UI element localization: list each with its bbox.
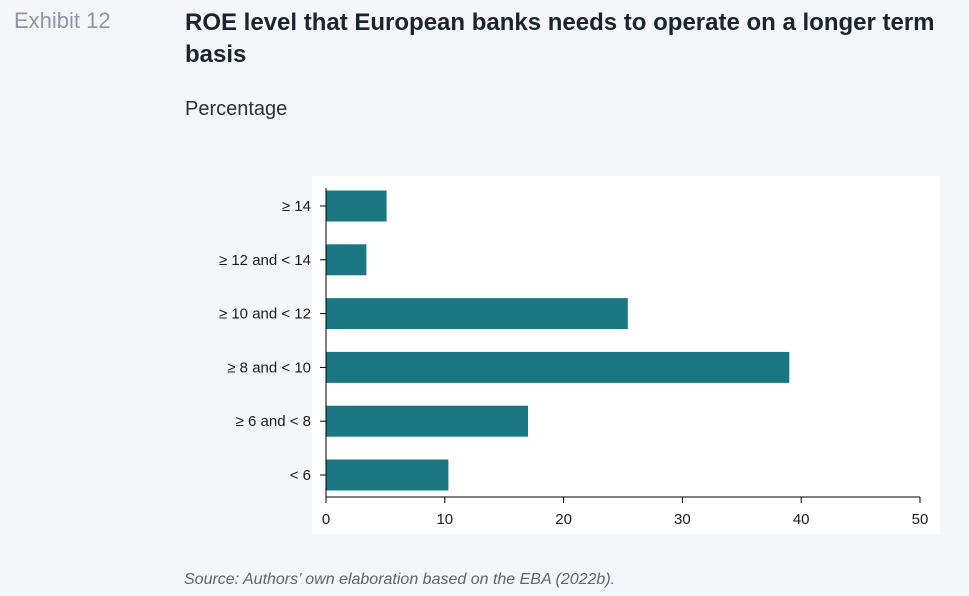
chart-subtitle: Percentage [185,98,288,120]
x-tick-label-5: 50 [912,511,929,528]
bar-0 [326,190,387,222]
y-tick-label-0: ≥ 14 [282,198,311,215]
bars-group [326,190,790,491]
x-tick-label-1: 10 [436,511,453,528]
x-tick-label-2: 20 [555,511,572,528]
x-tick-label-4: 40 [793,511,810,528]
y-tick-label-2: ≥ 10 and < 12 [219,306,311,323]
exhibit-label: Exhibit 12 [14,8,111,33]
bar-2 [326,298,628,330]
x-axis-labels: 0 10 20 30 40 50 [322,511,929,528]
chart-title: ROE level that European banks needs to o… [185,9,935,68]
y-tick-label-3: ≥ 8 and < 10 [227,359,311,376]
y-tick-label-4: ≥ 6 and < 8 [236,413,311,430]
bar-1 [326,244,367,276]
axes-group [320,188,921,503]
x-tick-label-0: 0 [322,511,330,528]
bar-3 [326,351,790,383]
x-tick-label-3: 30 [674,511,691,528]
y-tick-label-1: ≥ 12 and < 14 [219,252,311,269]
bar-4 [326,405,528,437]
source-note: Source: Authors’ own elaboration based o… [184,571,616,588]
y-tick-label-5: < 6 [290,467,311,484]
bar-5 [326,459,449,491]
y-axis-labels: ≥ 14 ≥ 12 and < 14 ≥ 10 and < 12 ≥ 8 and < … [219,198,311,484]
